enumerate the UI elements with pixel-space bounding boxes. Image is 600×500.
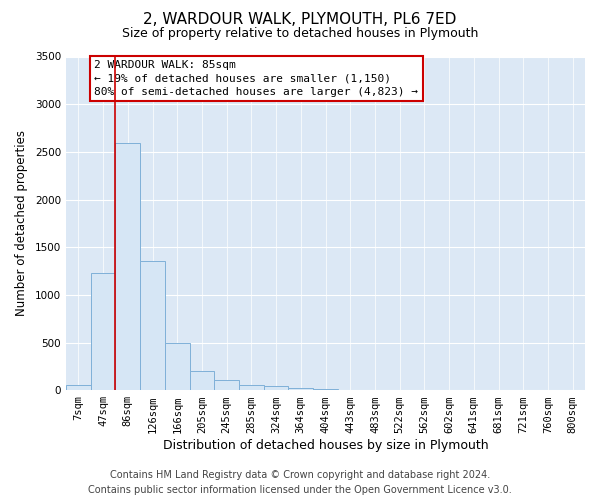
Bar [289, 388, 313, 390]
Bar [140, 262, 165, 390]
Text: Size of property relative to detached houses in Plymouth: Size of property relative to detached ho… [122, 28, 478, 40]
Bar [190, 371, 214, 390]
Text: Contains HM Land Registry data © Crown copyright and database right 2024.
Contai: Contains HM Land Registry data © Crown c… [88, 470, 512, 495]
Text: 2, WARDOUR WALK, PLYMOUTH, PL6 7ED: 2, WARDOUR WALK, PLYMOUTH, PL6 7ED [143, 12, 457, 28]
Y-axis label: Number of detached properties: Number of detached properties [15, 130, 28, 316]
Bar [214, 380, 239, 390]
Bar [264, 386, 289, 390]
Bar [115, 144, 140, 390]
Bar [313, 389, 338, 390]
Bar [91, 273, 115, 390]
Bar [165, 342, 190, 390]
X-axis label: Distribution of detached houses by size in Plymouth: Distribution of detached houses by size … [163, 440, 488, 452]
Bar [66, 386, 91, 390]
Text: 2 WARDOUR WALK: 85sqm
← 19% of detached houses are smaller (1,150)
80% of semi-d: 2 WARDOUR WALK: 85sqm ← 19% of detached … [94, 60, 418, 96]
Bar [239, 386, 264, 390]
